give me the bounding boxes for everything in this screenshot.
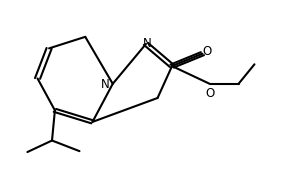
Text: O: O [205, 87, 214, 100]
Text: N: N [101, 78, 110, 91]
Text: N: N [143, 37, 152, 50]
Text: O: O [202, 45, 211, 58]
